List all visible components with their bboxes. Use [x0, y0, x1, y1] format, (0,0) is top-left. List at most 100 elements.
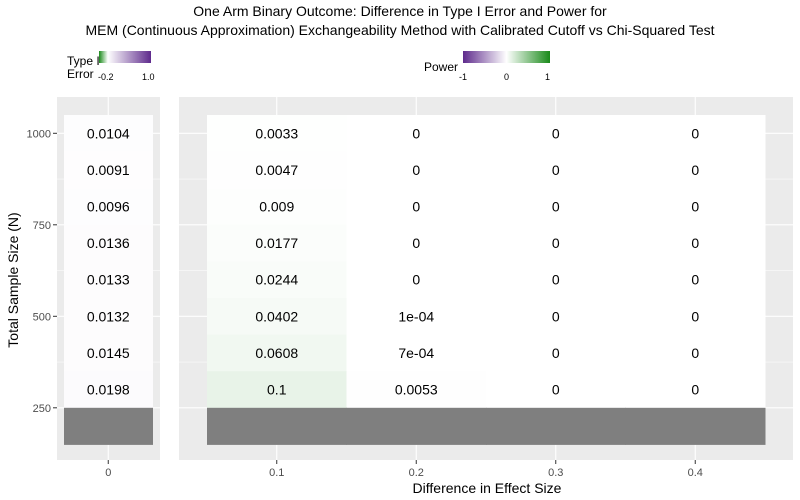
- heatmap-cell: [207, 151, 347, 189]
- legend-power-tick-min: -1: [459, 72, 468, 82]
- x-tick-label: 0.1: [269, 467, 284, 479]
- cell-label: 0: [691, 162, 699, 178]
- y-tick-label: 500: [33, 311, 51, 323]
- cell-label: 0: [552, 272, 560, 288]
- heatmap-cell: [486, 298, 626, 336]
- heatmap-cell: [346, 115, 487, 153]
- heatmap-cell: [346, 151, 487, 189]
- cell-label: 0.0177: [255, 235, 298, 251]
- heatmap-cell: [64, 371, 153, 409]
- heatmap-cell: [486, 407, 626, 445]
- heatmap-cell: [346, 224, 487, 262]
- heatmap-cell: [625, 151, 766, 189]
- cell-label: 0: [552, 308, 560, 324]
- chart-title-line1: One Arm Binary Outcome: Difference in Ty…: [193, 3, 607, 19]
- legend-power-tick-mid: 0: [504, 72, 510, 82]
- heatmap-cell: [207, 115, 347, 153]
- cell-label: 0.0402: [255, 308, 298, 324]
- cell-label: 0: [552, 125, 560, 141]
- cell-label: 0: [691, 382, 699, 398]
- cell-label: 0: [412, 199, 420, 215]
- heatmap-cell: [64, 224, 153, 262]
- x-tick-label: 0.4: [688, 467, 703, 479]
- legend-type1-title-line2: Error: [67, 67, 94, 81]
- heatmap-cell: [346, 407, 487, 445]
- heatmap-cell: [625, 371, 766, 409]
- cell-label: 0.0132: [87, 308, 130, 324]
- cell-label: 0: [412, 235, 420, 251]
- heatmap-cell: [207, 188, 347, 226]
- heatmap-cell: [486, 224, 626, 262]
- legend-type1-tick-max: 1.0: [142, 72, 155, 82]
- heatmap-cell: [486, 334, 626, 372]
- heatmap-cell: [207, 407, 347, 445]
- cell-label: 0.0096: [87, 199, 130, 215]
- heatmap-cell: [64, 151, 153, 189]
- cell-label: 0: [412, 162, 420, 178]
- heatmap-cell: [64, 334, 153, 372]
- cell-label: 0: [552, 199, 560, 215]
- x-tick-label: 0.3: [548, 467, 563, 479]
- cell-label: 0: [691, 235, 699, 251]
- x-tick-label: 0.2: [409, 467, 424, 479]
- heatmap-cell: [486, 151, 626, 189]
- legend-type1-title-line1: Type I: [67, 54, 100, 68]
- heatmap-cell: [64, 407, 153, 445]
- y-tick-label: 250: [33, 403, 51, 415]
- cell-label: 0: [691, 272, 699, 288]
- heatmap-cell: [486, 371, 626, 409]
- cell-label: 1e-04: [398, 308, 434, 324]
- cell-label: 7e-04: [398, 345, 434, 361]
- cell-label: 0.0145: [87, 345, 130, 361]
- x-axis-title: Difference in Effect Size: [413, 480, 562, 496]
- cell-label: 0.0053: [395, 382, 438, 398]
- cell-label: 0.0104: [87, 125, 130, 141]
- cell-label: 0.009: [259, 199, 294, 215]
- heatmap-cell: [625, 334, 766, 372]
- cell-label: 0.0244: [255, 272, 298, 288]
- legend-type1-tick-min: -0.2: [98, 72, 114, 82]
- y-axis-title: Total Sample Size (N): [5, 212, 21, 347]
- cell-label: 0.0608: [255, 345, 298, 361]
- heatmap-cell: [207, 298, 347, 336]
- heatmap-cell: [207, 371, 347, 409]
- heatmap-cell: [625, 298, 766, 336]
- heatmap-cell: [625, 261, 766, 299]
- heatmap-cell: [207, 334, 347, 372]
- heatmap-cell: [625, 224, 766, 262]
- cell-label: 0: [552, 345, 560, 361]
- y-tick-label: 750: [33, 220, 51, 232]
- legend-type1-colorbar: [99, 51, 151, 63]
- cell-label: 0: [412, 125, 420, 141]
- cell-label: 0: [691, 345, 699, 361]
- heatmap-cell: [346, 188, 487, 226]
- heatmap-cell: [346, 261, 487, 299]
- heatmap-cell: [486, 188, 626, 226]
- cell-label: 0.0198: [87, 382, 130, 398]
- cell-label: 0.0136: [87, 235, 130, 251]
- chart-title-line2: MEM (Continuous Approximation) Exchangea…: [85, 22, 715, 38]
- cell-label: 0.0047: [255, 162, 298, 178]
- heatmap-cell: [486, 115, 626, 153]
- cell-label: 0: [691, 308, 699, 324]
- heatmap-cell: [64, 298, 153, 336]
- cell-label: 0: [412, 272, 420, 288]
- cell-label: 0: [552, 235, 560, 251]
- cell-label: 0: [691, 125, 699, 141]
- cell-label: 0.1: [267, 382, 287, 398]
- x-tick-label: 0: [105, 467, 111, 479]
- cell-label: 0.0091: [87, 162, 130, 178]
- heatmap-cell: [346, 298, 487, 336]
- cell-label: 0: [552, 162, 560, 178]
- heatmap-cell: [625, 115, 766, 153]
- heatmap-cell: [64, 261, 153, 299]
- heatmap-cell: [64, 188, 153, 226]
- heatmap-cell: [346, 334, 487, 372]
- cell-label: 0.0033: [255, 125, 298, 141]
- heatmap-cell: [346, 371, 487, 409]
- heatmap-cell: [64, 115, 153, 153]
- legend-power-title: Power: [424, 60, 459, 74]
- cell-label: 0: [552, 382, 560, 398]
- heatmap-cell: [625, 407, 766, 445]
